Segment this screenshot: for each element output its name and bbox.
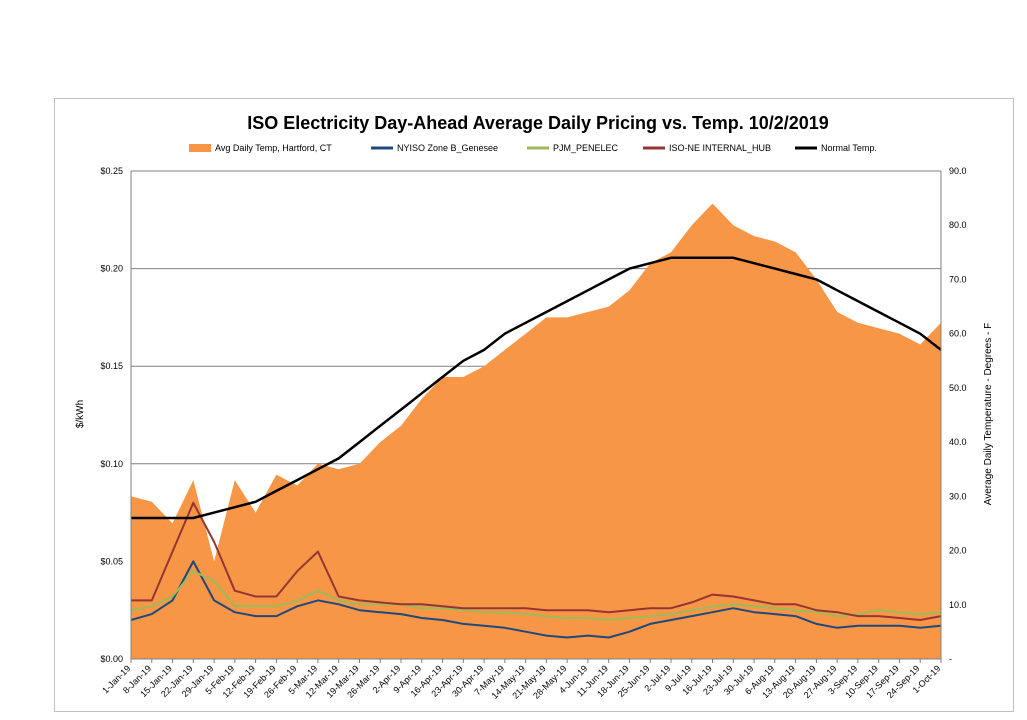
right-tick-label: 40.0 [949, 437, 967, 447]
legend-label: NYISO Zone B_Genesee [397, 143, 498, 153]
legend-label: Normal Temp. [821, 143, 877, 153]
legend-label: PJM_PENELEC [553, 143, 619, 153]
legend: Avg Daily Temp, Hartford, CT NYISO Zone B… [189, 143, 877, 153]
chart-frame: ISO Electricity Day-Ahead Average Daily … [54, 98, 1014, 712]
plot-area [130, 203, 942, 659]
right-tick-label: 80.0 [949, 220, 967, 230]
right-tick-label: 30.0 [949, 491, 967, 501]
right-tick-label: - [949, 654, 952, 664]
left-tick-label: $0.20 [100, 264, 123, 274]
legend-label: ISO-NE INTERNAL_HUB [669, 143, 771, 153]
left-tick-label: $0.10 [100, 459, 123, 469]
legend-swatch [189, 144, 211, 152]
right-tick-label: 50.0 [949, 383, 967, 393]
right-tick-label: 10.0 [949, 600, 967, 610]
series-line-nyiso-zone-b-genesee [130, 560, 942, 639]
series-line-iso-ne-internal-hub [131, 501, 942, 621]
right-tick-label: 60.0 [949, 329, 967, 339]
series-line-pjm-penelec [130, 570, 942, 621]
left-tick-label: $0.05 [100, 556, 123, 566]
left-tick-label: $0.15 [100, 361, 123, 371]
chart-area: ISO Electricity Day-Ahead Average Daily … [75, 113, 994, 701]
right-tick-label: 70.0 [949, 274, 967, 284]
left-axis-title: $/kWh [75, 400, 86, 428]
series-area-avg-daily-temp-hartford-ct [131, 203, 941, 659]
chart-title: ISO Electricity Day-Ahead Average Daily … [247, 113, 829, 133]
legend-label: Avg Daily Temp, Hartford, CT [215, 143, 332, 153]
right-tick-label: 90.0 [949, 166, 967, 176]
right-tick-label: 20.0 [949, 546, 967, 556]
right-axis-title: Average Daily Temperature - Degrees - F [983, 323, 994, 506]
series-line-normal-temp [131, 256, 942, 520]
left-tick-label: $0.00 [100, 654, 123, 664]
left-tick-label: $0.25 [100, 166, 123, 176]
